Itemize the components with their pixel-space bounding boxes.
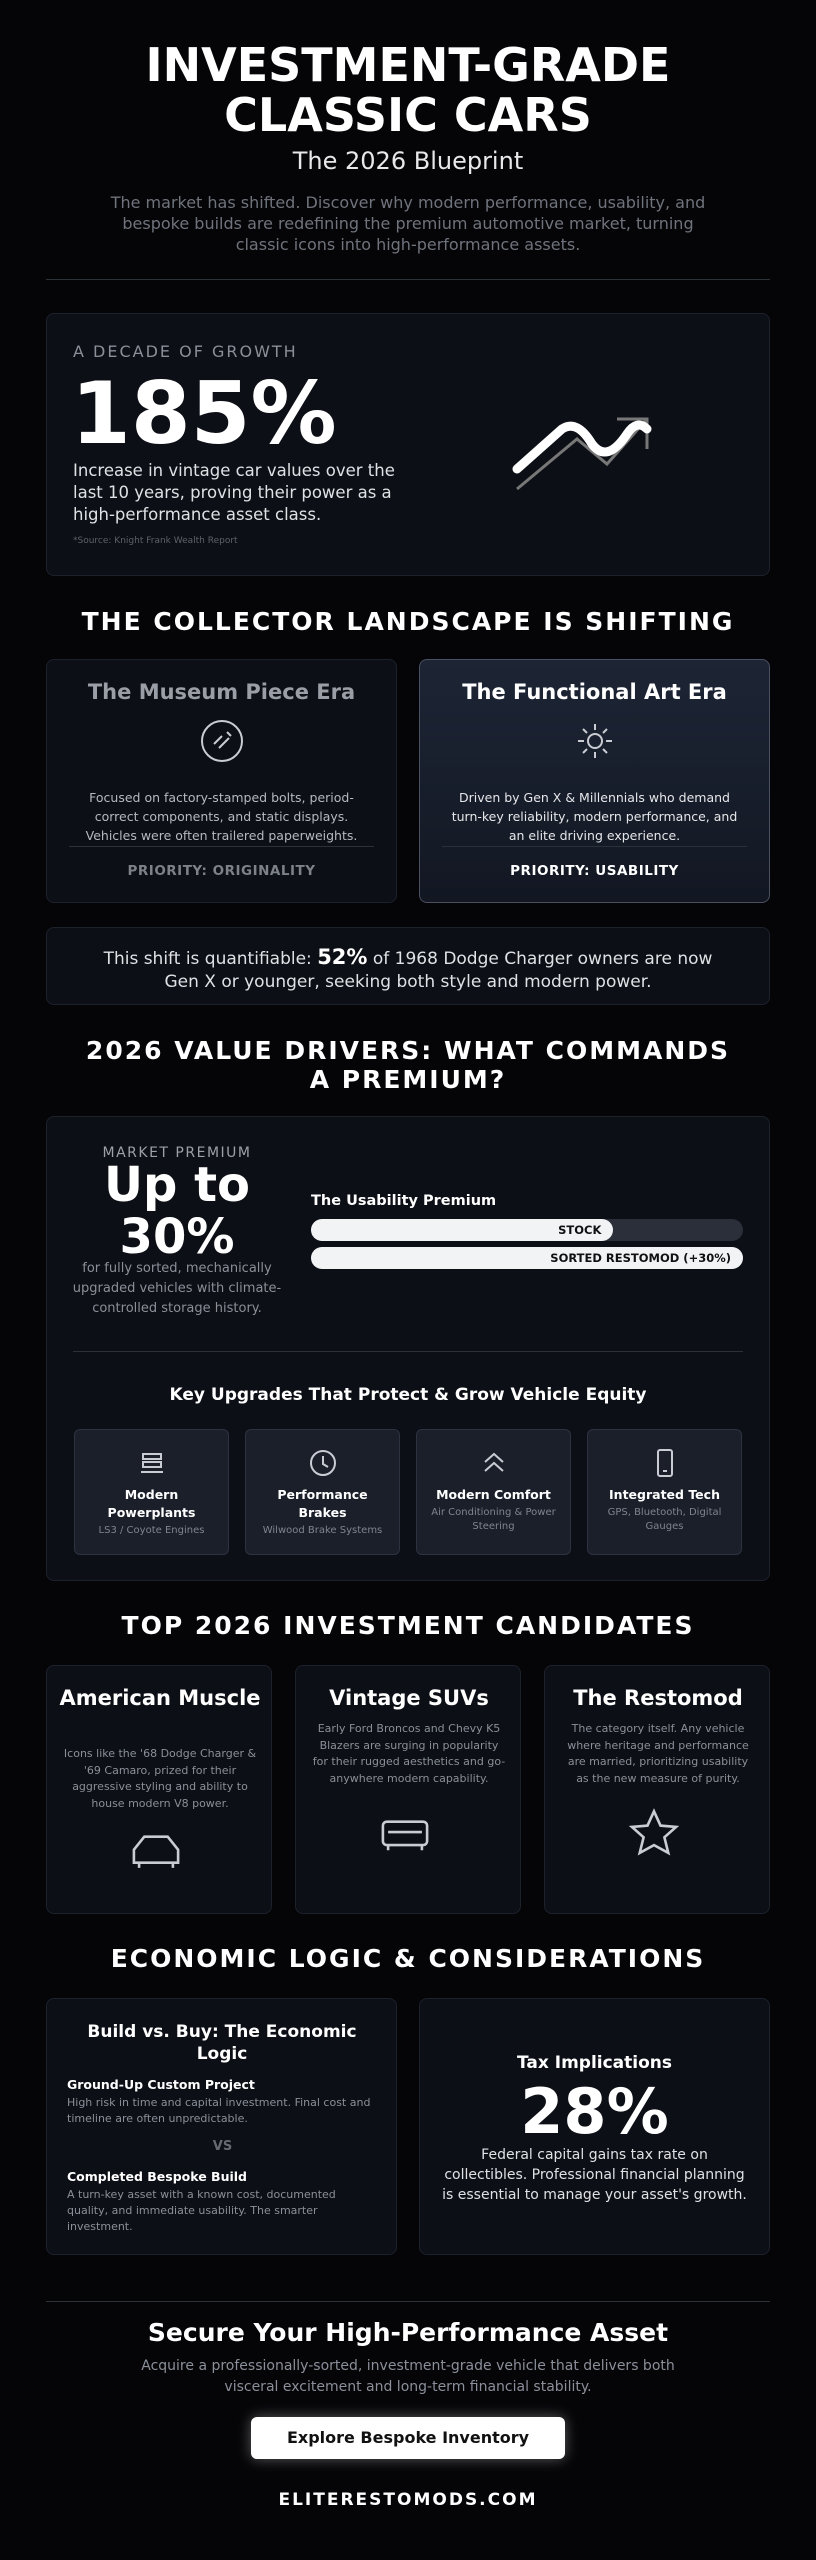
premium-description: for fully sorted, mechanically upgraded … — [72, 1261, 282, 1316]
candidate-description: Early Ford Broncos and Chevy K5 Blazers … — [312, 1722, 506, 1785]
icon — [381, 1820, 429, 1851]
tax-value: 28% — [520, 2075, 669, 2148]
icon — [657, 1449, 673, 1477]
icon — [578, 724, 612, 758]
vs: VS — [212, 2139, 233, 2154]
value-card: MARKET PREMIUM Up to 30% for fully sorte… — [46, 1116, 770, 1581]
upgrade-detail: Wilwood Brake Systems — [262, 1525, 383, 1536]
candidate-description: The category itself. Any vehicle where h… — [567, 1722, 749, 1785]
upgrade-title: Modern Comfort — [436, 1487, 551, 1502]
growth-card: A DECADE OF GROWTH 185% Increase in vint… — [46, 313, 770, 576]
option-description: A turn-key asset with a known cost, docu… — [67, 2188, 336, 2233]
upgrade-title: Performance Brakes — [277, 1487, 368, 1520]
icon — [628, 1808, 680, 1856]
tax-title: Tax Implications — [516, 2053, 673, 2073]
option-description: High risk in time and capital investment… — [67, 2096, 371, 2125]
candidate-description: Icons like the '68 Dodge Charger & '69 C… — [63, 1747, 257, 1810]
era-description: Focused on factory-stamped bolts, period… — [85, 790, 358, 843]
divider — [46, 2301, 770, 2302]
growth-value: 185% — [71, 364, 337, 464]
bar: STOCK — [311, 1219, 614, 1241]
upgrade-detail: GPS, Bluetooth, Digital Gauges — [607, 1507, 722, 1532]
shift-text: This shift is quantifiable: — [103, 949, 318, 969]
premium-label: MARKET PREMIUM — [102, 1145, 252, 1161]
era-icon — [199, 718, 245, 768]
upgrade-tile: Performance Brakes Wilwood Brake Systems — [245, 1429, 400, 1555]
shift-stat: 52% — [317, 945, 368, 969]
upgrade-tile: Integrated Tech GPS, Bluetooth, Digital G… — [587, 1429, 742, 1555]
usability-title: The Usability Premium — [311, 1193, 497, 1209]
upgrade-tile: Modern Comfort Air Conditioning & Power S… — [416, 1429, 571, 1555]
era-card: The Functional Art Era Driven by Gen X & … — [419, 659, 770, 903]
candidate-title: American Muscle — [59, 1686, 261, 1710]
cta-description: Acquire a professionally-sorted, investm… — [141, 2358, 675, 2395]
growth-icon — [512, 417, 652, 491]
era-priority: PRIORITY: USABILITY — [510, 863, 679, 879]
upgrade-icon — [471, 1440, 517, 1490]
upgrade-icon — [300, 1440, 346, 1490]
candidate-icon — [624, 1804, 684, 1869]
icon — [201, 720, 243, 762]
upgrade-detail: Air Conditioning & Power Steering — [431, 1507, 556, 1532]
section-heading: ECONOMIC LOGIC & CONSIDERATIONS — [110, 1944, 706, 1973]
candidate-icon — [375, 1804, 435, 1869]
upgrade-tile: Modern Powerplants LS3 / Coyote Engines — [74, 1429, 229, 1555]
bar-label: SORTED RESTOMOD (+30%) — [550, 1251, 731, 1265]
bar-track: STOCK — [311, 1219, 743, 1241]
candidate-card: Vintage SUVs Early Ford Broncos and Chevy… — [295, 1665, 521, 1914]
shift-note: This shift is quantifiable: 52% of 1968 … — [46, 927, 770, 1005]
candidate-card: The Restomod The category itself. Any veh… — [544, 1665, 770, 1914]
section-heading: 2026 VALUE DRIVERS: WHAT COMMANDS A PREM… — [85, 1036, 731, 1094]
title: INVESTMENT-GRADE CLASSIC CARS — [145, 38, 671, 142]
bar-track: SORTED RESTOMOD (+30%) — [311, 1247, 743, 1269]
icon — [484, 1452, 504, 1472]
divider — [69, 846, 374, 847]
upgrade-detail: LS3 / Coyote Engines — [98, 1525, 205, 1536]
site: ELITERESTOMODS.COM — [278, 2490, 538, 2510]
divider — [73, 1351, 743, 1352]
bar: SORTED RESTOMOD (+30%) — [311, 1247, 743, 1269]
era-title: The Functional Art Era — [462, 680, 727, 704]
icon — [141, 1453, 163, 1473]
upgrade-icon — [642, 1440, 688, 1490]
upgrades-heading: Key Upgrades That Protect & Grow Vehicle… — [169, 1385, 647, 1405]
section-heading: TOP 2026 INVESTMENT CANDIDATES — [121, 1611, 695, 1640]
upgrade-title: Modern Powerplants — [107, 1487, 196, 1520]
divider — [442, 846, 747, 847]
growth-label: A DECADE OF GROWTH — [73, 342, 298, 361]
candidate-card: American Muscle Icons like the '68 Dodge … — [46, 1665, 272, 1914]
growth-source: *Source: Knight Frank Wealth Report — [73, 536, 238, 546]
cta-title: Secure Your High-Performance Asset — [147, 2318, 669, 2347]
cta-button[interactable]: Explore Bespoke Inventory — [251, 2417, 565, 2459]
icon — [132, 1835, 180, 1868]
shift-text: of 1968 Dodge Charger owners are now Gen… — [164, 949, 713, 992]
upgrade-title: Integrated Tech — [609, 1487, 720, 1502]
bar-label: STOCK — [558, 1223, 602, 1237]
candidate-title: Vintage SUVs — [329, 1686, 489, 1710]
intro: The market has shifted. Discover why mod… — [110, 193, 706, 254]
era-card: The Museum Piece Era Focused on factory-s… — [46, 659, 397, 903]
tax-description: Federal capital gains tax rate on collec… — [442, 2147, 747, 2203]
premium-value: Up to 30% — [104, 1157, 250, 1265]
era-title: The Museum Piece Era — [87, 680, 356, 704]
era-priority: PRIORITY: ORIGINALITY — [127, 863, 316, 879]
upgrade-icon — [129, 1440, 175, 1490]
option-title: Completed Bespoke Build — [67, 2169, 247, 2184]
candidate-title: The Restomod — [573, 1686, 743, 1710]
candidate-icon — [126, 1819, 186, 1884]
tax-card: Tax Implications 28% Federal capital gai… — [419, 1998, 770, 2255]
icon — [310, 1450, 336, 1476]
era-icon — [572, 718, 618, 768]
era-description: Driven by Gen X & Millennials who demand… — [451, 790, 738, 843]
build-title: Build vs. Buy: The Economic Logic — [87, 2022, 357, 2064]
growth-description: Increase in vintage car values over the … — [73, 461, 395, 524]
build-card: Build vs. Buy: The Economic Logic Ground… — [46, 1998, 397, 2255]
subtitle: The 2026 Blueprint — [292, 147, 524, 175]
section-heading: THE COLLECTOR LANDSCAPE IS SHIFTING — [81, 607, 735, 636]
divider — [46, 279, 770, 280]
option-title: Ground-Up Custom Project — [67, 2077, 255, 2092]
